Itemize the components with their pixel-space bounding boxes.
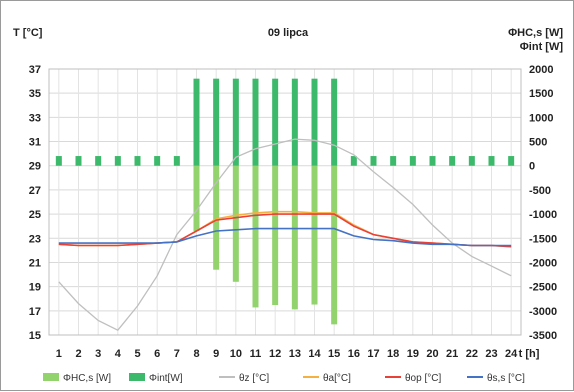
x-tick-label: 12: [269, 348, 281, 360]
x-tick-label: 19: [407, 348, 419, 360]
x-tick-label: 6: [154, 348, 160, 360]
x-tick-label: 21: [446, 348, 458, 360]
right-axis-label-line2: Φint [W]: [520, 41, 564, 53]
legend-theta-a-label: θa[°C]: [323, 373, 351, 384]
x-tick-label: 22: [466, 348, 478, 360]
x-tick-label: 8: [193, 348, 199, 360]
bar-phi-int: [252, 78, 259, 166]
bar-phi-hc: [252, 165, 259, 308]
right-tick-label: 2000: [529, 64, 553, 76]
bar-phi-int: [409, 156, 416, 166]
x-tick-label: 1: [56, 348, 62, 360]
right-tick-label: -2000: [529, 257, 557, 269]
bar-phi-int: [429, 156, 436, 166]
left-tick-label: 15: [29, 330, 41, 342]
bar-phi-int: [468, 156, 475, 166]
bar-phi-int: [449, 156, 456, 166]
bar-phi-int: [134, 156, 141, 166]
x-tick-label: 24: [505, 348, 518, 360]
plot-area-border: [48, 68, 522, 336]
right-tick-label: -3500: [529, 330, 557, 342]
right-tick-label: -1500: [529, 233, 557, 245]
bar-phi-int: [488, 156, 495, 166]
x-tick-label: 20: [426, 348, 438, 360]
right-tick-label: 1500: [529, 88, 553, 100]
right-axis-label-line1: ΦHC,s [W]: [508, 27, 563, 39]
left-tick-label: 29: [29, 161, 41, 173]
left-tick-label: 33: [29, 112, 41, 124]
bar-phi-hc: [272, 165, 279, 306]
x-tick-label: 9: [213, 348, 219, 360]
bar-phi-int: [370, 156, 377, 166]
right-tick-label: 500: [529, 137, 547, 149]
bar-phi-int: [311, 78, 318, 166]
legend-phi-hc-swatch: [43, 373, 59, 381]
left-tick-label: 37: [29, 64, 41, 76]
bar-phi-int: [213, 78, 220, 166]
right-tick-label: -1000: [529, 209, 557, 221]
chart-title: 09 lipca: [268, 27, 309, 39]
legend-theta-op-label: θop [°C]: [405, 373, 441, 384]
left-tick-label: 19: [29, 282, 41, 294]
bar-phi-int: [232, 78, 239, 166]
bar-phi-int: [193, 78, 200, 166]
right-tick-label: -3000: [529, 306, 557, 318]
x-tick-label: 18: [387, 348, 399, 360]
bar-phi-int: [154, 156, 161, 166]
right-tick-label: 0: [529, 161, 535, 173]
bar-phi-int: [331, 78, 338, 166]
bar-phi-int: [114, 156, 121, 166]
bar-phi-hc: [193, 165, 200, 232]
x-tick-label: 7: [174, 348, 180, 360]
bar-phi-hc: [291, 165, 298, 310]
legend-theta-ss-label: θs,s [°C]: [487, 373, 525, 384]
left-tick-label: 23: [29, 233, 41, 245]
legend-phi-int-label: Φint[W]: [149, 373, 183, 384]
bar-phi-int: [390, 156, 397, 166]
x-tick-label: 13: [289, 348, 301, 360]
x-tick-label: 17: [367, 348, 379, 360]
x-axis-label: t [h]: [519, 348, 540, 360]
x-tick-label: 23: [485, 348, 497, 360]
left-tick-label: 27: [29, 185, 41, 197]
x-tick-label: 10: [230, 348, 242, 360]
legend-phi-int-swatch: [129, 373, 145, 381]
left-tick-label: 25: [29, 209, 41, 221]
x-tick-label: 14: [308, 348, 321, 360]
bar-phi-hc: [232, 165, 239, 282]
bar-phi-hc: [213, 165, 220, 270]
left-tick-label: 17: [29, 306, 41, 318]
legend-phi-hc-label: ΦHC,s [W]: [63, 373, 111, 384]
x-tick-label: 4: [115, 348, 122, 360]
left-tick-label: 35: [29, 88, 41, 100]
line-theta-op: [58, 213, 512, 248]
bar-phi-int: [95, 156, 102, 166]
bar-phi-int: [75, 156, 82, 166]
bar-phi-int: [508, 156, 515, 166]
line-theta-ss: [58, 227, 512, 247]
legend-theta-z-label: θz [°C]: [239, 373, 269, 384]
left-tick-label: 21: [29, 257, 41, 269]
bar-phi-int: [173, 156, 180, 166]
bar-phi-int: [55, 156, 62, 166]
bar-phi-hc: [331, 165, 338, 325]
x-tick-label: 2: [75, 348, 81, 360]
x-tick-label: 3: [95, 348, 101, 360]
bar-phi-hc: [311, 165, 318, 305]
x-tick-label: 5: [134, 348, 140, 360]
right-tick-label: -500: [529, 185, 551, 197]
bar-phi-int: [291, 78, 298, 166]
right-tick-label: 1000: [529, 112, 553, 124]
bar-phi-int: [350, 156, 357, 166]
x-tick-label: 15: [328, 348, 340, 360]
right-tick-label: -2500: [529, 282, 557, 294]
left-tick-label: 31: [29, 137, 41, 149]
x-tick-label: 11: [250, 348, 262, 360]
bar-phi-int: [272, 78, 279, 166]
x-tick-label: 16: [348, 348, 360, 360]
line-theta-z: [58, 138, 512, 332]
left-axis-label: T [°C]: [13, 27, 43, 39]
